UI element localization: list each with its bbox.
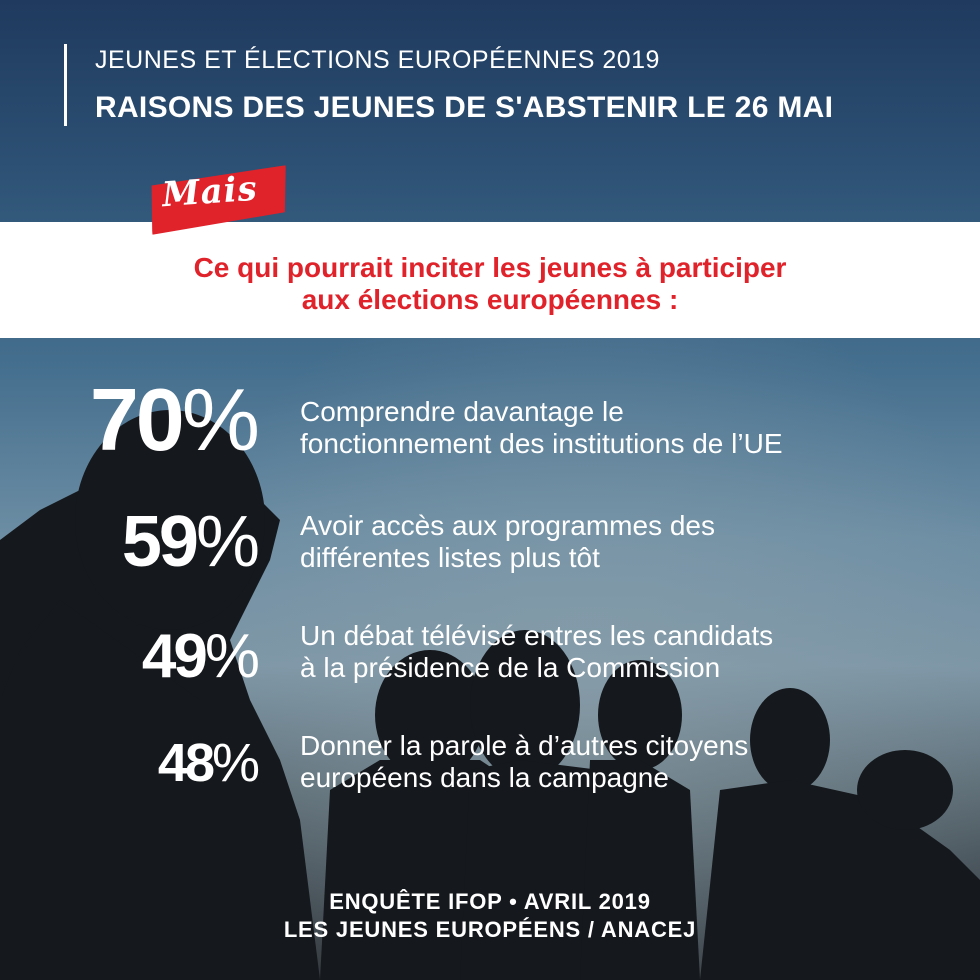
highlight-band: [0, 222, 980, 338]
stat-item: 49% Un débat télévisé entres les candida…: [0, 620, 980, 730]
stat-item: 59% Avoir accès aux programmes des diffé…: [0, 502, 980, 612]
stat-label-line-2: fonctionnement des institutions de l’UE: [300, 428, 783, 459]
stat-label: Donner la parole à d’autres citoyens eur…: [300, 730, 960, 794]
chart-title: Ce qui pourrait inciter les jeunes à par…: [0, 252, 980, 316]
chart-title-line-2: aux élections européennes :: [301, 284, 679, 315]
stat-item: 70% Comprendre davantage le fonctionneme…: [0, 372, 980, 490]
source-footer: ENQUÊTE IFOP • AVRIL 2019 LES JEUNES EUR…: [0, 888, 980, 944]
stat-unit: %: [195, 502, 260, 582]
stat-label: Avoir accès aux programmes des différent…: [300, 510, 960, 574]
stat-label: Un débat télévisé entres les candidats à…: [300, 620, 960, 684]
stat-value: 48: [157, 733, 215, 793]
stat-value: 70: [89, 370, 185, 469]
stat-percentage: 70%: [90, 372, 260, 468]
supertitle: JEUNES ET ÉLECTIONS EUROPÉENNES 2019: [95, 46, 660, 74]
stat-label-line-2: européens dans la campagne: [300, 762, 669, 793]
stat-percentage: 48%: [158, 732, 260, 794]
stat-label-line-2: différentes listes plus tôt: [300, 542, 600, 573]
stat-unit: %: [181, 370, 260, 469]
stat-percentage: 49%: [142, 622, 260, 692]
stat-label-line-1: Un débat télévisé entres les candidats: [300, 620, 774, 651]
stat-item: 48% Donner la parole à d’autres citoyens…: [0, 730, 980, 840]
stat-label-line-1: Avoir accès aux programmes des: [300, 510, 715, 541]
stat-label: Comprendre davantage le fonctionnement d…: [300, 396, 960, 460]
stat-unit: %: [204, 622, 260, 691]
header: JEUNES ET ÉLECTIONS EUROPÉENNES 2019 RAI…: [64, 44, 833, 126]
stat-value: 49: [141, 622, 208, 691]
page-title: RAISONS DES JEUNES DE S'ABSTENIR LE 26 M…: [95, 91, 834, 124]
stat-label-line-1: Donner la parole à d’autres citoyens: [300, 730, 749, 761]
source-line-1: ENQUÊTE IFOP • AVRIL 2019: [329, 889, 651, 914]
stat-label-line-1: Comprendre davantage le: [300, 396, 624, 427]
chart-title-line-1: Ce qui pourrait inciter les jeunes à par…: [193, 252, 787, 283]
stat-label-line-2: à la présidence de la Commission: [300, 652, 721, 683]
stat-value: 59: [121, 502, 199, 582]
stat-percentage: 59%: [122, 502, 260, 582]
source-line-2: LES JEUNES EUROPÉENS / ANACEJ: [283, 917, 697, 942]
stat-unit: %: [211, 733, 260, 793]
mais-badge-label: Mais: [160, 168, 260, 216]
